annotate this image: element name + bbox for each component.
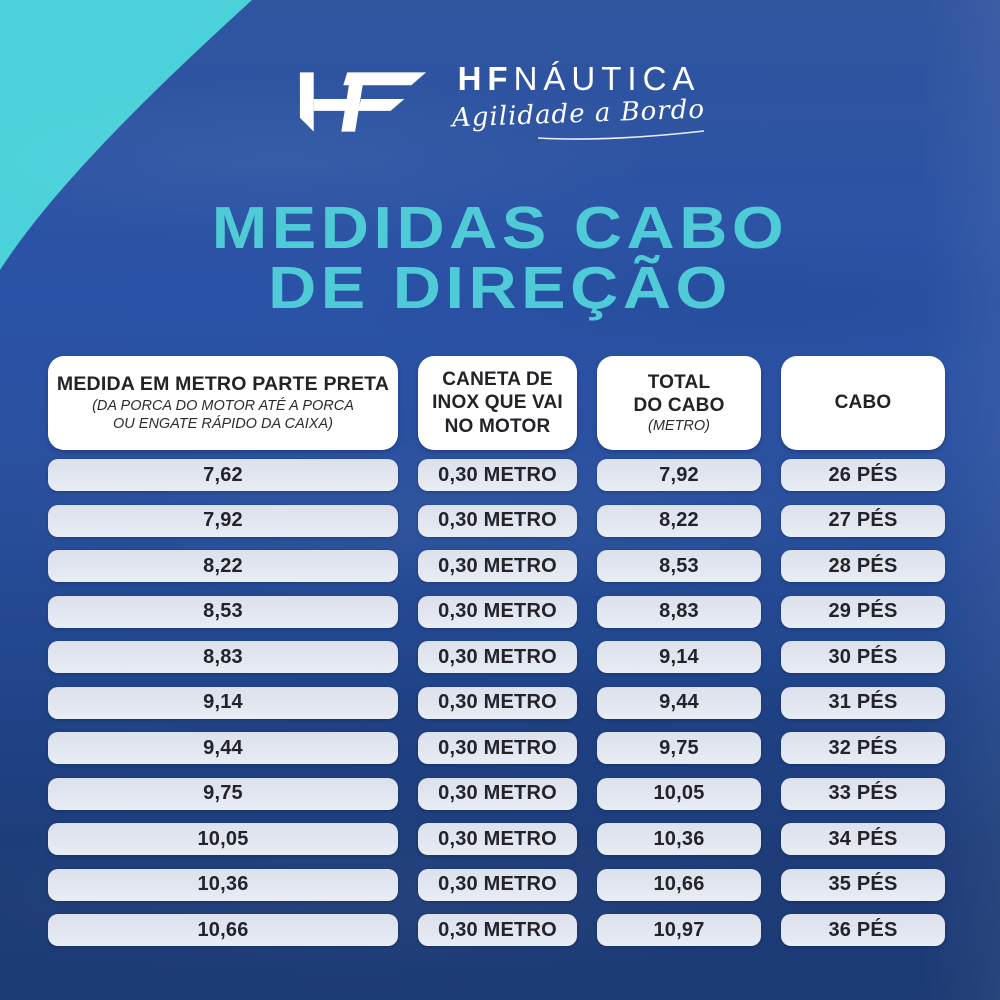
table-cell: 0,30 METRO — [418, 459, 577, 491]
brand-tagline: Agilidade a Bordo — [452, 94, 706, 134]
column-title: MEDIDA EM METRO PARTE PRETA — [56, 372, 390, 395]
column-title-line: TOTAL — [647, 371, 711, 393]
table-cell: 35 PÉS — [781, 868, 945, 901]
table-cell: 32 PÉS — [781, 732, 945, 764]
table-cell: 0,30 METRO — [418, 504, 577, 537]
table-cell: 7,62 — [48, 459, 398, 491]
table-row: 7,62 0,30 METRO 7,92 26 PÉS — [48, 459, 945, 491]
table-cell: 26 PÉS — [781, 459, 945, 491]
table-cell: 33 PÉS — [781, 777, 945, 810]
table-row: 8,53 0,30 METRO 8,83 29 PÉS — [48, 595, 945, 628]
table-row: 7,92 0,30 METRO 8,22 27 PÉS — [48, 504, 945, 537]
table-cell: 9,75 — [597, 732, 761, 764]
table-cell: 10,36 — [48, 868, 398, 901]
table-cell: 31 PÉS — [781, 686, 945, 719]
table-rows: 7,62 0,30 METRO 7,92 26 PÉS 7,92 0,30 METRO 8,… — [48, 459, 945, 946]
table-cell: 0,30 METRO — [418, 641, 577, 673]
column-header-cabo: CABO — [781, 356, 945, 450]
table-cell: 8,53 — [597, 550, 761, 582]
table-cell: 10,97 — [597, 914, 761, 946]
table-cell: 34 PÉS — [781, 823, 945, 855]
wordmark-nautica: NÁUTICA — [513, 60, 701, 97]
table-row: 10,66 0,30 METRO 10,97 36 PÉS — [48, 914, 945, 946]
table-cell: 0,30 METRO — [418, 732, 577, 764]
table-cell: 0,30 METRO — [418, 686, 577, 719]
table-cell: 10,66 — [597, 868, 761, 901]
table-row: 9,44 0,30 METRO 9,75 32 PÉS — [48, 732, 945, 764]
column-subtitle-line: OU ENGATE RÁPIDO DA CAIXA) — [113, 415, 333, 432]
table-cell: 0,30 METRO — [418, 595, 577, 628]
column-title-line: CANETA DE — [442, 369, 553, 391]
table-cell: 9,14 — [48, 686, 398, 719]
table-cell: 7,92 — [48, 504, 398, 537]
table-cell: 9,75 — [48, 777, 398, 810]
table-cell: 27 PÉS — [781, 504, 945, 537]
brand-logo: HFNÁUTICA Agilidade a Bordo — [0, 62, 1000, 141]
page-title-line1: MEDIDAS CABO — [211, 195, 789, 261]
table-row: 8,83 0,30 METRO 9,14 30 PÉS — [48, 641, 945, 673]
table-cell: 8,53 — [48, 595, 398, 628]
table-row: 9,75 0,30 METRO 10,05 33 PÉS — [48, 777, 945, 810]
table-cell: 28 PÉS — [781, 550, 945, 582]
measurements-table: MEDIDA EM METRO PARTE PRETA (DA PORCA DO… — [48, 356, 945, 946]
table-cell: 29 PÉS — [781, 595, 945, 628]
teal-corner-shape — [0, 0, 252, 270]
column-title: CABO — [834, 392, 892, 414]
tagline-flourish — [537, 130, 704, 140]
column-header-medida-parte-preta: MEDIDA EM METRO PARTE PRETA (DA PORCA DO… — [48, 356, 398, 450]
column-title-line: DO CABO — [633, 394, 725, 416]
table-cell: 10,36 — [597, 823, 761, 855]
column-header-caneta-inox: CANETA DE INOX QUE VAI NO MOTOR — [418, 356, 577, 450]
column-subtitle-line: (METRO) — [647, 418, 710, 435]
table-cell: 9,44 — [597, 686, 761, 719]
table-cell: 8,22 — [48, 550, 398, 582]
table-cell: 10,66 — [48, 914, 398, 946]
table-cell: 0,30 METRO — [418, 868, 577, 901]
column-title-line: NO MOTOR — [444, 415, 551, 437]
table-header-row: MEDIDA EM METRO PARTE PRETA (DA PORCA DO… — [48, 356, 945, 450]
page-title-line2: DE DIREÇÃO — [268, 255, 732, 322]
table-row: 8,22 0,30 METRO 8,53 28 PÉS — [48, 550, 945, 582]
table-cell: 36 PÉS — [781, 914, 945, 946]
table-cell: 9,44 — [48, 732, 398, 764]
column-title-line: INOX QUE VAI — [432, 392, 563, 414]
table-cell: 30 PÉS — [781, 641, 945, 673]
column-header-total-cabo: TOTAL DO CABO (METRO) — [597, 356, 761, 450]
brand-text-block: HFNÁUTICA Agilidade a Bordo — [452, 62, 706, 141]
brand-wordmark: HFNÁUTICA — [458, 62, 701, 95]
table-cell: 8,83 — [48, 641, 398, 673]
table-cell: 9,14 — [597, 641, 761, 673]
table-cell: 10,05 — [48, 823, 398, 855]
table-row: 10,36 0,30 METRO 10,66 35 PÉS — [48, 868, 945, 901]
table-row: 10,05 0,30 METRO 10,36 34 PÉS — [48, 823, 945, 855]
table-cell: 7,92 — [597, 459, 761, 491]
hf-monogram-icon — [300, 71, 427, 132]
column-subtitle-line: (DA PORCA DO MOTOR ATÉ A PORCA — [92, 397, 354, 414]
table-cell: 0,30 METRO — [418, 550, 577, 582]
page-title: MEDIDAS CABO DE DIREÇÃO — [0, 195, 1000, 322]
table-cell: 8,83 — [597, 595, 761, 628]
table-cell: 0,30 METRO — [418, 823, 577, 855]
table-cell: 10,05 — [597, 777, 761, 810]
table-row: 9,14 0,30 METRO 9,44 31 PÉS — [48, 686, 945, 719]
table-cell: 0,30 METRO — [418, 914, 577, 946]
wordmark-hf: HF — [457, 60, 514, 97]
table-cell: 0,30 METRO — [418, 777, 577, 810]
table-cell: 8,22 — [597, 504, 761, 537]
